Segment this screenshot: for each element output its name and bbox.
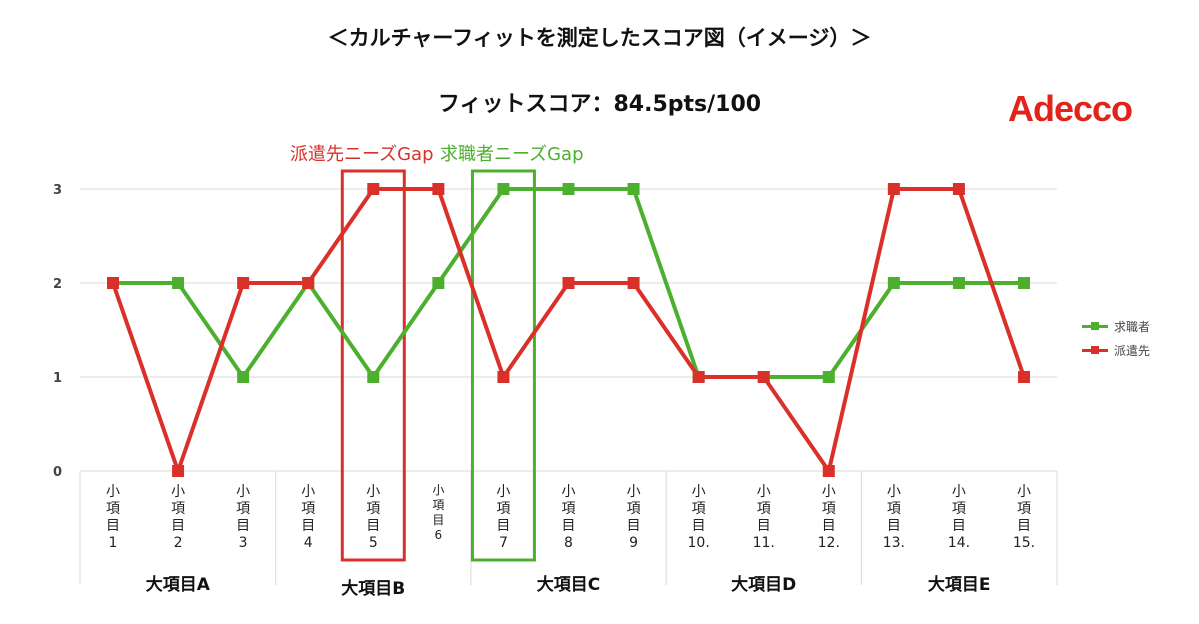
x-tick-label: 小項目 8	[562, 484, 576, 551]
y-tick-label: 1	[53, 371, 62, 386]
data-point	[497, 183, 510, 195]
highlight-box	[340, 169, 406, 562]
data-point	[172, 465, 185, 477]
x-tick-label: 小項目 12.	[818, 484, 840, 551]
data-point	[757, 371, 770, 383]
highlight-box	[470, 169, 536, 562]
data-point	[172, 277, 185, 289]
x-tick-label: 小項目 11.	[753, 484, 775, 551]
x-tick-label: 小項目 2	[171, 484, 185, 551]
data-point	[1018, 371, 1030, 383]
x-tick-label: 小項目 5	[366, 484, 380, 551]
legend-item-seeker: 求職者	[1082, 318, 1150, 335]
x-tick-label: 小項目 10.	[688, 484, 710, 551]
y-tick-label: 0	[53, 465, 62, 480]
x-tick-label: 小項目 3	[236, 484, 250, 551]
data-point	[822, 465, 835, 477]
fit-score: フィットスコア：84.5pts/100	[437, 92, 762, 117]
x-tick-label: 小項目 13.	[883, 484, 905, 551]
group-label: 大項目E	[928, 574, 991, 595]
data-point	[562, 277, 575, 289]
legend-item-dispatch: 派遣先	[1082, 342, 1150, 359]
data-point	[302, 277, 315, 289]
data-point	[367, 183, 380, 195]
adecco-logo: Adecco	[1008, 88, 1133, 129]
x-tick-label: 小項目 6	[432, 483, 444, 542]
data-point	[887, 183, 900, 195]
data-point	[627, 183, 640, 195]
x-tick-label: 小項目 9	[627, 484, 641, 551]
legend-swatch-dispatch	[1082, 346, 1108, 354]
data-point	[692, 371, 705, 383]
data-point	[432, 183, 445, 195]
x-tick-label: 小項目 4	[301, 484, 315, 551]
data-point	[367, 371, 380, 383]
data-point	[237, 277, 250, 289]
legend-swatch-seeker	[1082, 322, 1108, 330]
data-point	[627, 277, 640, 289]
chart-title: ＜カルチャーフィットを測定したスコア図（イメージ）＞	[327, 26, 872, 50]
data-point	[887, 277, 900, 289]
data-point	[952, 183, 965, 195]
seeker-gap-label: 求職者ニーズGap	[440, 144, 584, 165]
group-label: 大項目B	[341, 578, 405, 599]
x-tick-label: 小項目 7	[496, 484, 510, 551]
data-point	[1018, 277, 1030, 289]
x-tick-label: 小項目 14.	[948, 484, 970, 551]
data-point	[497, 371, 510, 383]
group-label: 大項目D	[731, 574, 796, 595]
group-label: 大項目A	[146, 574, 211, 595]
legend-label-seeker: 求職者	[1114, 320, 1151, 334]
group-label: 大項目C	[537, 574, 600, 595]
data-point	[107, 277, 119, 289]
data-point	[432, 277, 445, 289]
dispatch-gap-label: 派遣先ニーズGap	[290, 144, 434, 165]
series-line	[111, 187, 1026, 473]
y-tick-label: 3	[53, 183, 62, 198]
data-point	[822, 371, 835, 383]
x-tick-label: 小項目 1	[106, 484, 120, 551]
data-point	[952, 277, 965, 289]
x-tick-label: 小項目 15.	[1013, 484, 1035, 551]
y-tick-label: 2	[53, 277, 62, 292]
legend-label-dispatch: 派遣先	[1114, 344, 1151, 358]
data-point	[237, 371, 250, 383]
data-point	[562, 183, 575, 195]
